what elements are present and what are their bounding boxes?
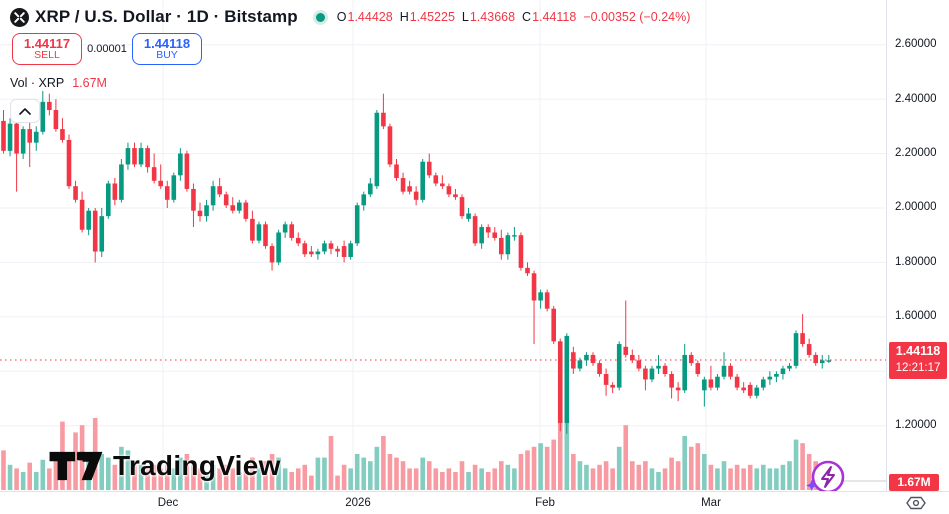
- volume-legend: Vol · XRP 1.67M: [10, 76, 107, 90]
- tradingview-logo-icon: [49, 451, 103, 481]
- time-tick-label: Dec: [157, 497, 179, 509]
- spread-value: 0.00001: [87, 43, 127, 55]
- time-tick-label: 2026: [345, 497, 371, 509]
- last-price-value: 1.44118: [895, 344, 941, 358]
- price-tick-label: 1.80000: [895, 255, 937, 268]
- change-value: −0.00352 (−0.24%): [583, 10, 691, 24]
- sparkle-icon: [806, 479, 818, 492]
- chart-legend: XRP / U.S. Dollar · 1D · Bitstamp O1.444…: [10, 7, 690, 27]
- high-value: 1.45225: [409, 10, 455, 24]
- open-value: 1.44428: [347, 10, 393, 24]
- tradingview-watermark: TradingView: [48, 449, 281, 483]
- volume-value: 1.67M: [72, 76, 107, 90]
- price-axis[interactable]: 1.44118 12:21:17 1.67M 2.60000 2.40000 2.2…: [886, 0, 949, 491]
- buy-label: BUY: [156, 49, 178, 62]
- time-axis[interactable]: Dec 2026 Feb Mar: [0, 491, 949, 514]
- sell-button[interactable]: 1.44117 SELL: [12, 33, 82, 65]
- pane-collapse-button[interactable]: [10, 99, 40, 123]
- price-tick-label: 2.40000: [895, 92, 937, 105]
- bar-countdown: 12:21:17: [895, 362, 941, 374]
- buy-price: 1.44118: [143, 35, 191, 51]
- xrp-logo-icon: [10, 7, 29, 27]
- ohlc-values: O1.44428 H1.45225 L1.43668 C1.44118 −0.0…: [336, 10, 691, 24]
- price-tick-label: 2.60000: [895, 38, 937, 51]
- time-tick-label: Feb: [535, 497, 555, 509]
- price-tick-label: 1.20000: [895, 419, 937, 432]
- symbol-title[interactable]: XRP / U.S. Dollar · 1D · Bitstamp: [35, 7, 298, 26]
- time-tick-label: Mar: [701, 497, 721, 509]
- close-value: 1.44118: [532, 10, 577, 24]
- volume-axis-badge: 1.67M: [889, 474, 939, 491]
- trade-panel: 1.44117 SELL 0.00001 1.44118 BUY: [12, 33, 202, 65]
- buy-button[interactable]: 1.44118 BUY: [132, 33, 202, 65]
- axis-settings-hexagon-icon[interactable]: [906, 495, 926, 511]
- price-tick-label: 1.60000: [895, 310, 937, 323]
- volume-label: Vol · XRP: [10, 76, 65, 90]
- lightning-icon: [821, 466, 835, 488]
- candlestick-chart[interactable]: [0, 0, 886, 491]
- watermark-text: TradingView: [113, 450, 281, 481]
- price-tick-label: 2.20000: [895, 147, 937, 160]
- price-tick-label: 2.00000: [895, 201, 937, 214]
- sell-label: SELL: [34, 49, 60, 62]
- low-value: 1.43668: [469, 10, 516, 24]
- sell-price: 1.44117: [23, 35, 71, 51]
- last-price-badge: 1.44118 12:21:17: [889, 342, 947, 379]
- chevron-up-icon: [19, 107, 31, 115]
- market-status-icon: [315, 12, 325, 22]
